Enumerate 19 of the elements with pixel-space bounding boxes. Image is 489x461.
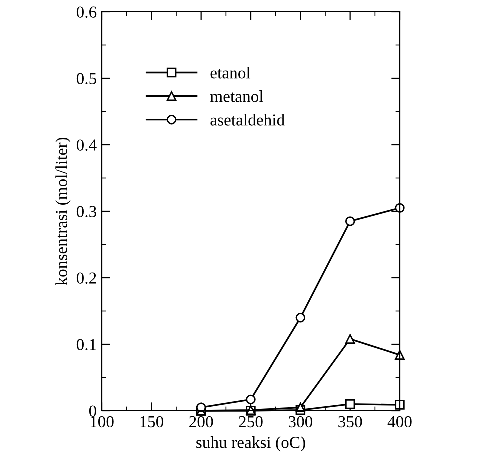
- y-tick-label: 0.1: [76, 339, 96, 351]
- y-tick-label: 0: [89, 406, 97, 417]
- y-tick-label: 0.4: [76, 140, 97, 152]
- y-tick-label: 0.2: [76, 272, 96, 284]
- x-tick-label: 400: [388, 416, 412, 428]
- x-tick-label: 200: [190, 416, 214, 428]
- legend-label: metanol: [210, 90, 264, 102]
- y-axis-title: konsentrasi (mol/liter): [56, 138, 71, 286]
- legend-label: etanol: [210, 67, 251, 79]
- y-tick-label: 0.5: [76, 73, 96, 85]
- y-tick-label: 0.6: [76, 6, 97, 18]
- legend-label: asetaldehid: [210, 114, 285, 126]
- x-tick-label: 300: [288, 416, 313, 428]
- x-tick-label: 250: [239, 416, 263, 428]
- x-tick-label: 100: [90, 416, 114, 428]
- y-tick-label: 0.3: [76, 206, 96, 218]
- x-tick-label: 150: [140, 416, 164, 428]
- x-axis-title: suhu reaksi (oC): [196, 436, 306, 452]
- x-tick-label: 350: [338, 416, 362, 428]
